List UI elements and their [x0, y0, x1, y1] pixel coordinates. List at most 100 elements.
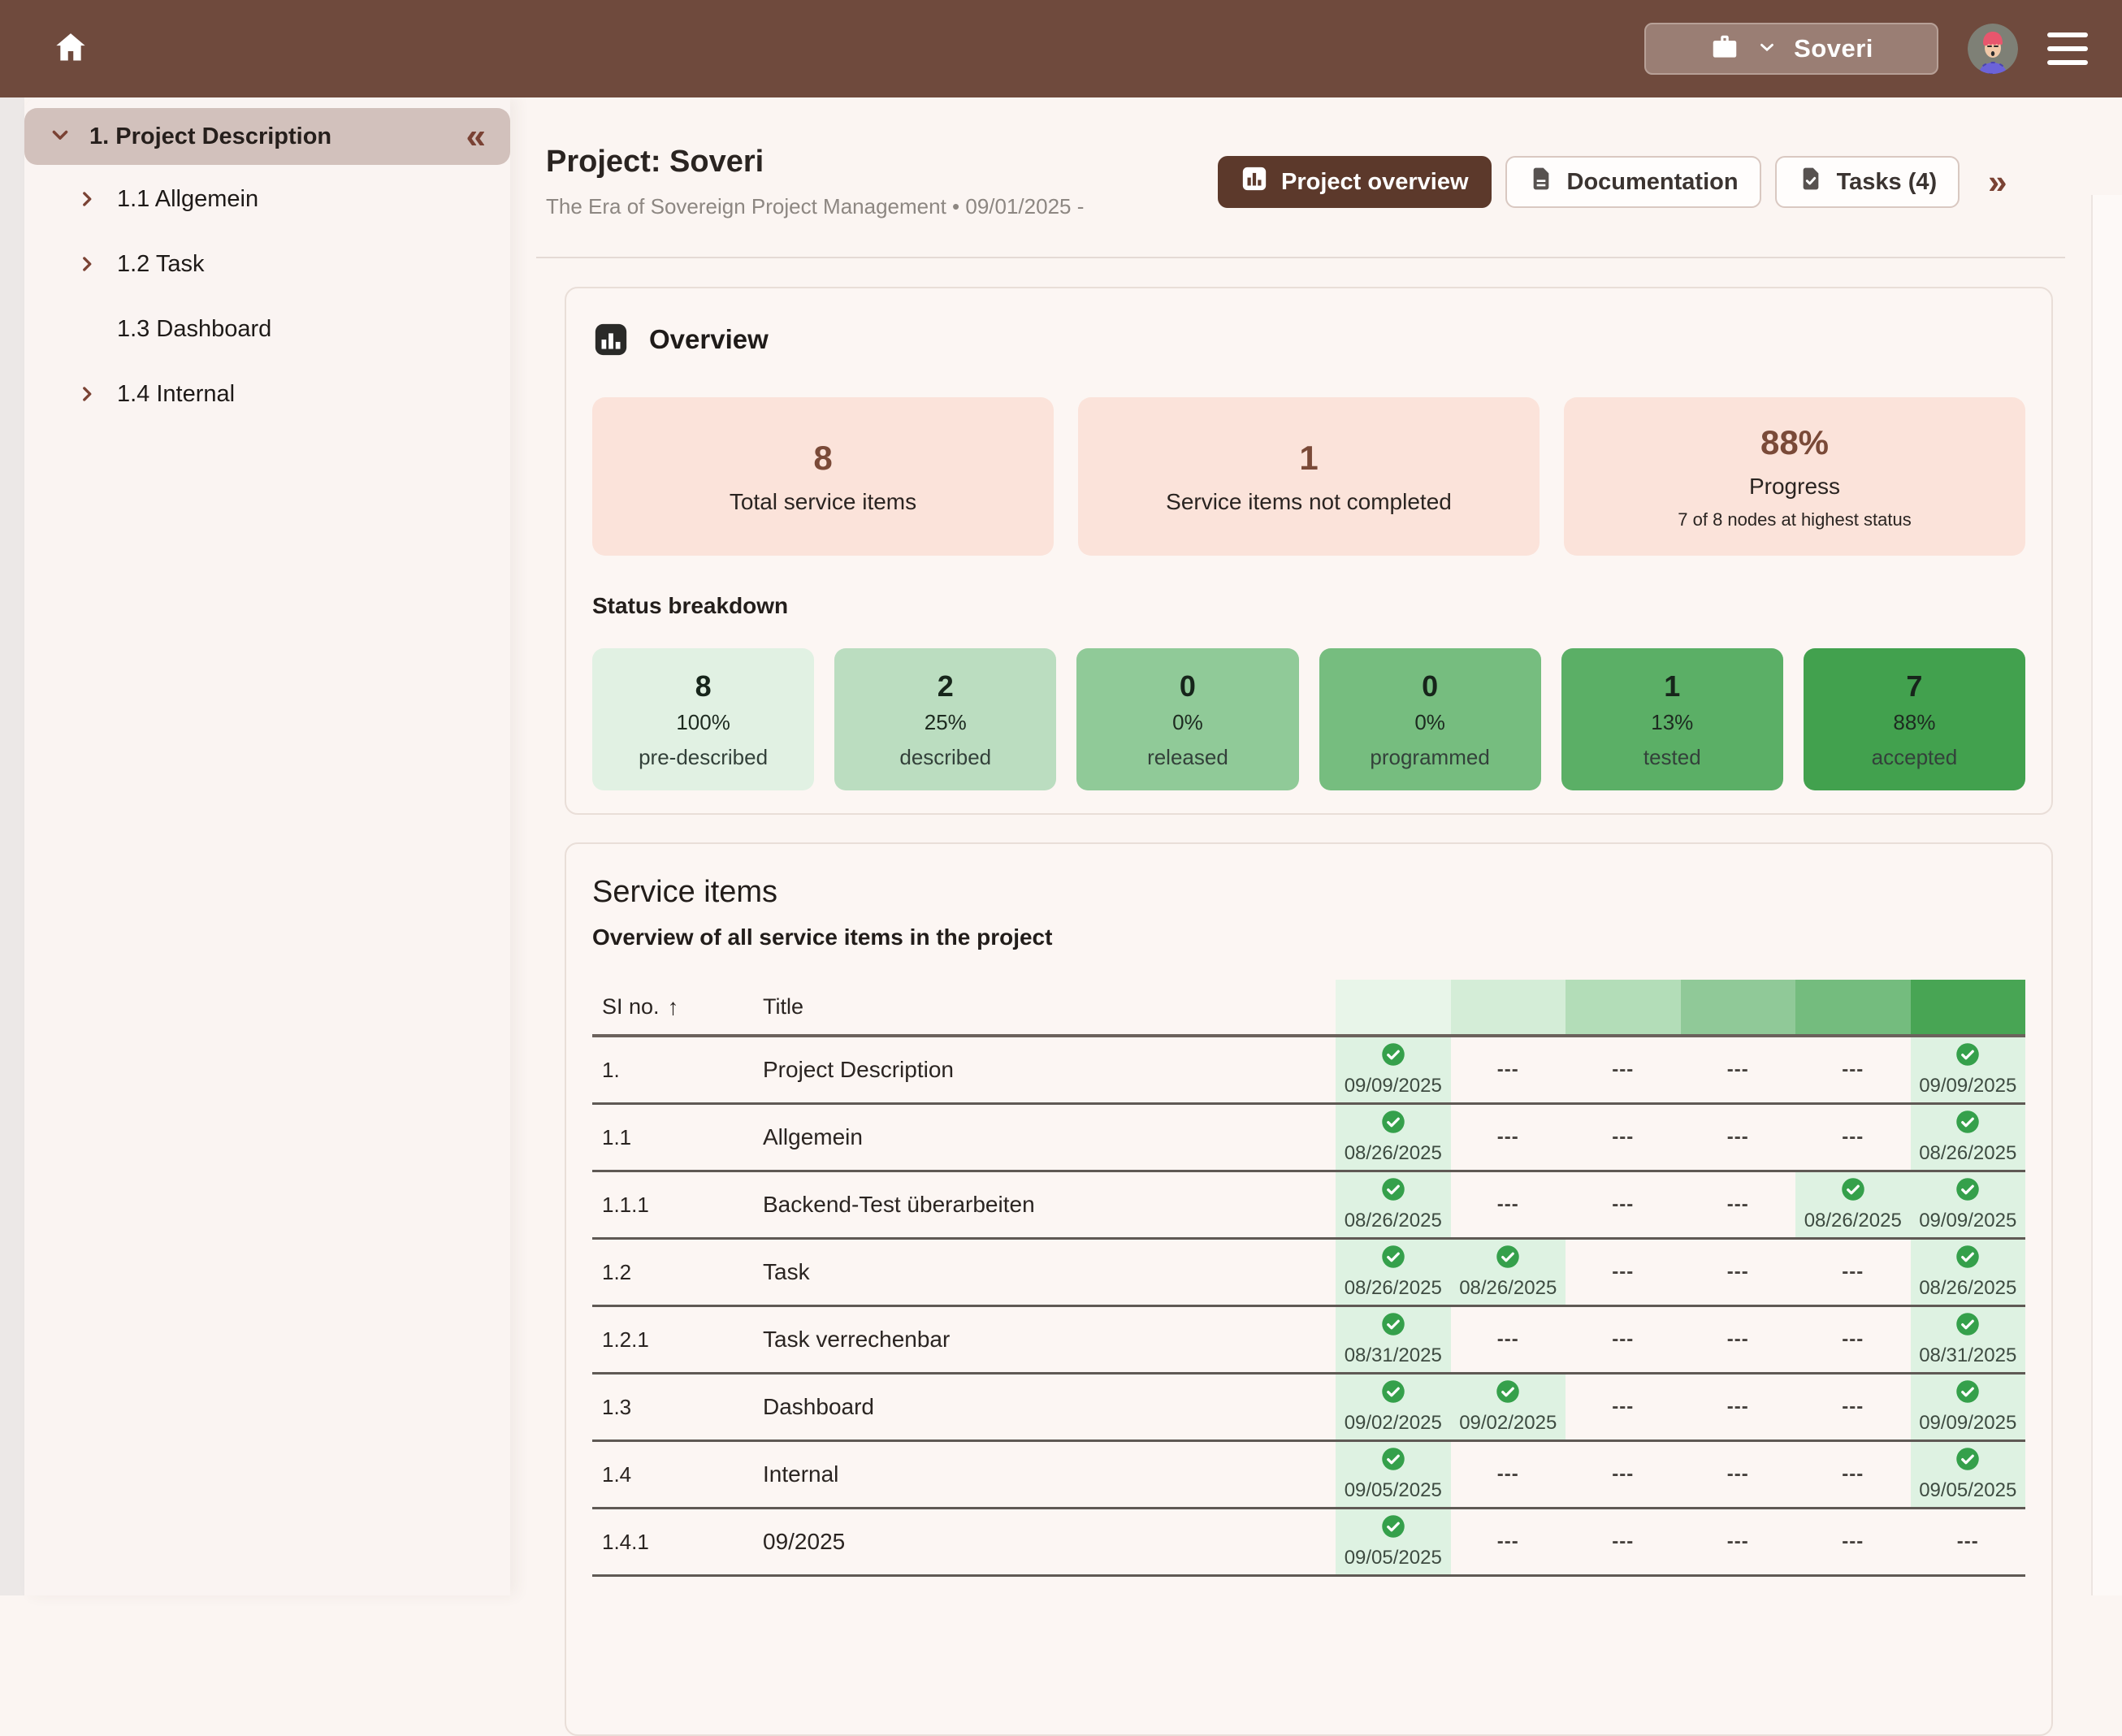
service-items-card: Service items Overview of all service it…: [565, 842, 2053, 1736]
status-cell-r7-c6: 09/05/2025: [1910, 1442, 2025, 1509]
row-title[interactable]: Task: [763, 1240, 1336, 1307]
status-date: 08/26/2025: [1459, 1277, 1557, 1299]
sidebar-item-1-3-dashboard[interactable]: 1.3 Dashboard: [24, 297, 510, 361]
check-circle-icon: [1955, 1177, 1980, 1206]
empty-status: ---: [1726, 1328, 1749, 1350]
sidebar-item-label: 1.2 Task: [117, 250, 205, 277]
status-cell-r5-c5: ---: [1795, 1307, 1911, 1375]
row-si-no[interactable]: 1.: [592, 1037, 763, 1105]
status-percent: 0%: [1172, 709, 1203, 734]
tab-documentation[interactable]: Documentation: [1505, 156, 1761, 208]
status-date: 09/09/2025: [1919, 1075, 2017, 1097]
bar-chart-icon: [592, 321, 630, 358]
status-card-accepted: 7 88% accepted: [1803, 648, 2026, 790]
tab-tasks[interactable]: Tasks (4): [1774, 156, 1960, 208]
status-cell-r5-c4: ---: [1680, 1307, 1795, 1375]
column-header-status-3[interactable]: [1566, 980, 1681, 1037]
check-circle-icon: [1381, 1110, 1405, 1138]
row-si-no[interactable]: 1.4: [592, 1442, 763, 1509]
column-header-status-6[interactable]: [1910, 980, 2025, 1037]
menu-button[interactable]: [2047, 32, 2088, 65]
empty-status: ---: [1956, 1530, 1979, 1552]
row-title[interactable]: Internal: [763, 1442, 1336, 1509]
avatar[interactable]: [1968, 24, 2018, 74]
status-card-pre-described: 8 100% pre-described: [592, 648, 815, 790]
column-header-si-no[interactable]: SI no. ↑: [592, 980, 763, 1037]
status-cell-r8-c2: ---: [1450, 1509, 1566, 1577]
column-header-status-5[interactable]: [1795, 980, 1911, 1037]
sidebar-item-label: 1.3 Dashboard: [117, 315, 272, 342]
empty-status: ---: [1496, 1530, 1519, 1552]
sidebar-item-1-4-internal[interactable]: 1.4 Internal: [24, 361, 510, 426]
status-date: 09/02/2025: [1344, 1412, 1442, 1434]
page-subtitle: The Era of Sovereign Project Management …: [546, 194, 1085, 219]
sort-ascending-icon: ↑: [667, 994, 679, 1020]
row-title[interactable]: Backend-Test überarbeiten: [763, 1172, 1336, 1240]
status-cell-r6-c2: 09/02/2025: [1450, 1375, 1566, 1442]
status-cell-r7-c4: ---: [1680, 1442, 1795, 1509]
row-si-no[interactable]: 1.2.1: [592, 1307, 763, 1375]
status-cell-r4-c4: ---: [1680, 1240, 1795, 1307]
column-header-status-2[interactable]: [1450, 980, 1566, 1037]
empty-status: ---: [1612, 1328, 1635, 1350]
status-label: programmed: [1370, 744, 1490, 769]
row-title[interactable]: 09/2025: [763, 1509, 1336, 1577]
scrollbar-track[interactable]: [2091, 195, 2122, 1595]
sidebar-item-1-1-allgemein[interactable]: 1.1 Allgemein: [24, 167, 510, 232]
status-percent: 0%: [1414, 709, 1445, 734]
status-cell-r6-c1: 09/02/2025: [1336, 1375, 1451, 1442]
check-circle-icon: [1955, 1312, 1980, 1340]
row-si-no[interactable]: 1.1: [592, 1105, 763, 1172]
check-circle-icon: [1955, 1110, 1980, 1138]
sidebar-root-item[interactable]: 1. Project Description «: [24, 108, 510, 165]
status-cell-r8-c3: ---: [1566, 1509, 1681, 1577]
status-card-programmed: 0 0% programmed: [1319, 648, 1541, 790]
tab-label: Tasks (4): [1836, 168, 1938, 195]
status-date: 09/09/2025: [1919, 1210, 2017, 1232]
row-si-no[interactable]: 1.1.1: [592, 1172, 763, 1240]
status-cell-r3-c1: 08/26/2025: [1336, 1172, 1451, 1240]
status-percent: 13%: [1651, 709, 1694, 734]
row-title[interactable]: Dashboard: [763, 1375, 1336, 1442]
row-title[interactable]: Allgemein: [763, 1105, 1336, 1172]
row-title[interactable]: Task verrechenbar: [763, 1307, 1336, 1375]
column-header-status-1[interactable]: [1336, 980, 1451, 1037]
empty-status: ---: [1842, 1396, 1864, 1418]
chevron-right-icon: [76, 253, 97, 275]
status-percent: 100%: [676, 709, 730, 734]
workspace-selector[interactable]: Soveri: [1644, 23, 1938, 75]
home-button[interactable]: [42, 20, 99, 77]
status-cell-r7-c3: ---: [1566, 1442, 1681, 1509]
column-header-status-4[interactable]: [1680, 980, 1795, 1037]
row-si-no[interactable]: 1.4.1: [592, 1509, 763, 1577]
check-circle-icon: [1381, 1379, 1405, 1408]
page-header: Project: Soveri The Era of Sovereign Pro…: [546, 145, 1084, 219]
document-icon: [1528, 166, 1554, 198]
more-tabs-icon[interactable]: »: [1988, 162, 2007, 201]
empty-status: ---: [1496, 1193, 1519, 1215]
empty-status: ---: [1726, 1058, 1749, 1080]
sidebar-item-1-2-task[interactable]: 1.2 Task: [24, 232, 510, 297]
collapse-sidebar-icon[interactable]: «: [466, 116, 486, 156]
status-breakdown-row: 8 100% pre-described 2 25% described 0 0% releas…: [592, 648, 2026, 790]
tab-project-overview[interactable]: Project overview: [1218, 156, 1492, 208]
empty-status: ---: [1726, 1530, 1749, 1552]
status-count: 1: [1664, 669, 1681, 703]
empty-status: ---: [1726, 1396, 1749, 1418]
status-label: pre-described: [639, 744, 769, 769]
column-header-title[interactable]: Title: [763, 980, 1336, 1037]
row-si-no[interactable]: 1.2: [592, 1240, 763, 1307]
empty-status: ---: [1726, 1463, 1749, 1485]
check-circle-icon: [1955, 1042, 1980, 1071]
status-cell-r6-c6: 09/09/2025: [1910, 1375, 2025, 1442]
row-title[interactable]: Project Description: [763, 1037, 1336, 1105]
status-label: accepted: [1871, 744, 1958, 769]
row-si-no[interactable]: 1.3: [592, 1375, 763, 1442]
status-cell-r1-c6: 09/09/2025: [1910, 1037, 2025, 1105]
column-label: SI no.: [602, 994, 660, 1019]
status-label: described: [899, 744, 992, 769]
check-circle-icon: [1381, 1042, 1405, 1071]
tab-label: Project overview: [1281, 168, 1469, 195]
sidebar-root-label: 1. Project Description: [89, 123, 332, 149]
status-card-tested: 1 13% tested: [1561, 648, 1783, 790]
